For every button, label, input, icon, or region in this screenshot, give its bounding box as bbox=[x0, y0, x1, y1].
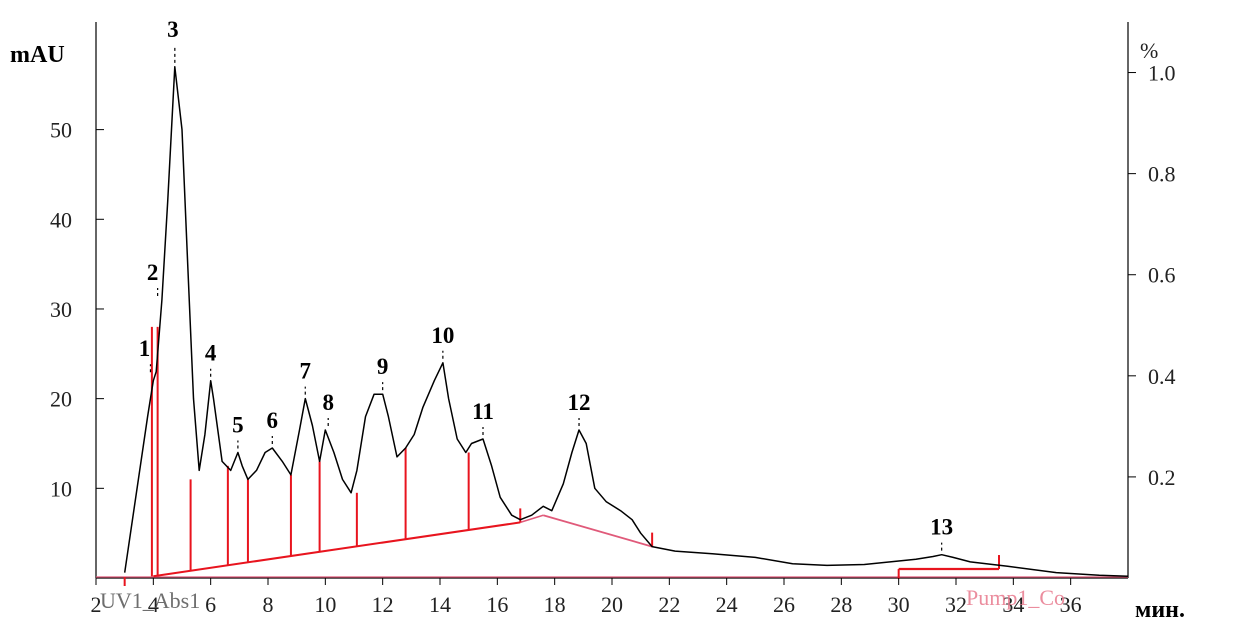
peak-label: 10 bbox=[431, 323, 454, 348]
peak-label: 1 bbox=[139, 336, 151, 361]
peak-label: 5 bbox=[232, 412, 244, 437]
x-tick-label: 30 bbox=[888, 592, 910, 617]
x-tick-label: 22 bbox=[658, 592, 680, 617]
y-left-tick-label: 20 bbox=[50, 387, 72, 412]
peak-label: 13 bbox=[930, 515, 953, 540]
trace-layer bbox=[123, 66, 1129, 577]
x-tick-label: 6 bbox=[205, 592, 216, 617]
signal-name-label: UV1_Abs1 bbox=[100, 588, 200, 613]
integration-baseline bbox=[96, 326, 1128, 586]
chromatogram-trace bbox=[123, 66, 1129, 577]
y-right-tick-label: 0.2 bbox=[1148, 465, 1176, 490]
x-tick-label: 16 bbox=[486, 592, 508, 617]
peak-label: 4 bbox=[205, 341, 217, 366]
peak-label: 3 bbox=[167, 17, 179, 42]
x-tick-label: 36 bbox=[1060, 592, 1082, 617]
peak-label: 11 bbox=[472, 399, 494, 424]
y-left-tick-label: 30 bbox=[50, 297, 72, 322]
y-right-tick-label: 1.0 bbox=[1148, 61, 1176, 86]
plot-frame bbox=[95, 22, 1129, 579]
peak-label: 6 bbox=[267, 408, 279, 433]
x-tick-label: 18 bbox=[544, 592, 566, 617]
peak-label: 7 bbox=[300, 359, 312, 384]
y-left-tick-label: 10 bbox=[50, 476, 72, 501]
y-left-axis-title: mAU bbox=[10, 42, 65, 68]
peak-label: 12 bbox=[568, 390, 591, 415]
y-left-tick-label: 40 bbox=[50, 207, 72, 232]
x-tick-label: 14 bbox=[429, 592, 451, 617]
x-tick-label: 2 bbox=[91, 592, 102, 617]
integration-baseline-segment bbox=[542, 514, 653, 548]
x-tick-label: 34 bbox=[1002, 592, 1024, 617]
peak-label: 2 bbox=[147, 260, 159, 285]
x-tick-label: 20 bbox=[601, 592, 623, 617]
x-tick-label: 10 bbox=[314, 592, 336, 617]
x-tick-label: 32 bbox=[945, 592, 967, 617]
y-left-tick-label: 50 bbox=[50, 118, 72, 143]
y-right-tick-label: 0.6 bbox=[1148, 263, 1176, 288]
peak-label: 9 bbox=[377, 354, 389, 379]
integration-baseline-segment bbox=[153, 521, 521, 578]
x-tick-label: 8 bbox=[263, 592, 274, 617]
pump-name-label: Pump1_Co bbox=[966, 585, 1065, 610]
x-tick-label: 4 bbox=[148, 592, 159, 617]
y-right-tick-label: 0.4 bbox=[1148, 364, 1176, 389]
x-axis-title: мин. bbox=[1135, 597, 1185, 623]
y-right-axis-title: % bbox=[1140, 38, 1158, 63]
peak-label: 8 bbox=[322, 390, 334, 415]
x-tick-label: 12 bbox=[372, 592, 394, 617]
x-tick-label: 26 bbox=[773, 592, 795, 617]
x-tick-label: 24 bbox=[716, 592, 738, 617]
x-tick-label: 28 bbox=[830, 592, 852, 617]
integration-baseline-segment bbox=[520, 514, 544, 524]
y-right-tick-label: 0.8 bbox=[1148, 162, 1176, 187]
tick-layer: 2 4 6 8 10 12 14 16 18 20 22 24 26 28 30 32 34 3610203040… bbox=[50, 61, 1176, 617]
